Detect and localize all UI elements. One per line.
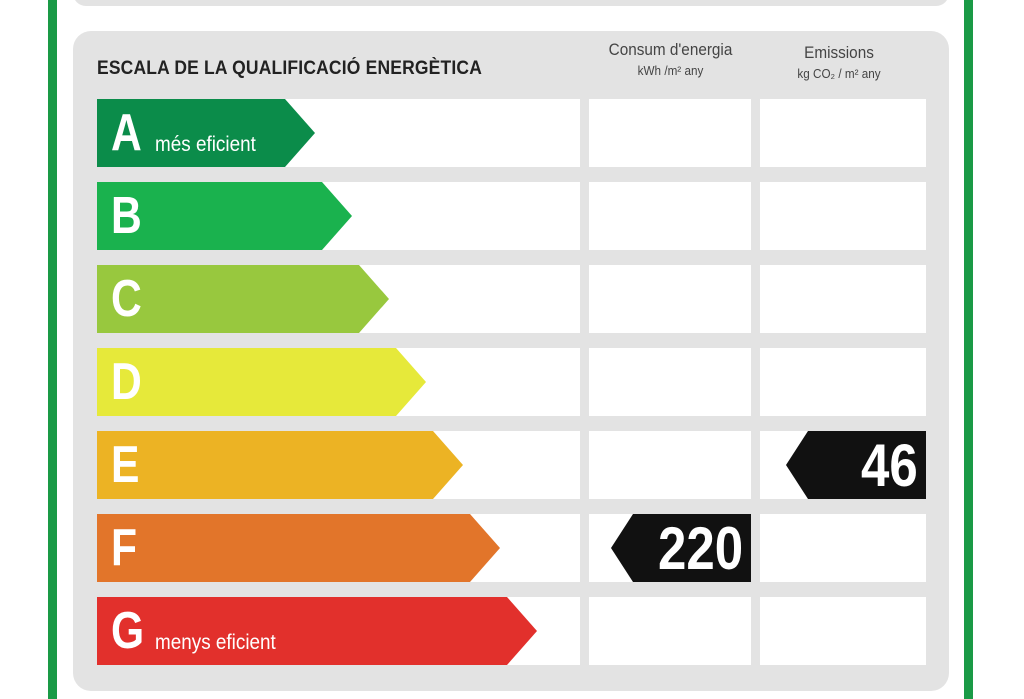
class-arrow-f: F [97,514,500,582]
consum-rating-marker: 220 [611,514,751,582]
class-arrow-e: E [97,431,463,499]
emissions-cell-d [760,348,926,416]
consum-cell-b [589,182,751,250]
class-letter: G [111,602,145,660]
emissions-cell-g [760,597,926,665]
emissions-column-header: Emissions kg CO₂ / m² any [758,43,920,81]
class-letter: D [111,353,142,411]
class-letter: A [111,104,142,162]
class-letter: F [111,519,138,577]
consum-cell-c [589,265,751,333]
consum-unit: kWh /m² any [637,63,704,78]
emissions-cell-f [760,514,926,582]
consum-cell-a [589,99,751,167]
consum-cell-g [589,597,751,665]
consum-cell-e [589,431,751,499]
class-letter: B [111,187,142,245]
class-arrow-b: B [97,182,352,250]
class-description: menys eficient [155,631,276,654]
class-letter: C [111,270,142,328]
class-description: més eficient [155,133,256,156]
emissions-label: Emissions [804,43,874,62]
consum-column-header: Consum d'energia kWh /m² any [588,40,753,78]
class-arrow-c: C [97,265,389,333]
consum-label: Consum d'energia [608,40,733,59]
left-green-border [48,0,57,699]
scale-title: ESCALA DE LA QUALIFICACIÓ ENERGÈTICA [97,58,483,79]
emissions-unit: kg CO₂ / m² any [797,66,881,81]
consum-rating-marker-value: 220 [657,515,743,582]
emissions-rating-marker: 46 [786,431,926,499]
class-letter: E [111,436,140,494]
emissions-rating-marker-value: 46 [861,432,918,499]
emissions-cell-b [760,182,926,250]
consum-cell-d [589,348,751,416]
top-panel [73,0,949,6]
emissions-cell-a [760,99,926,167]
emissions-cell-c [760,265,926,333]
class-arrow-d: D [97,348,426,416]
right-green-border [964,0,973,699]
